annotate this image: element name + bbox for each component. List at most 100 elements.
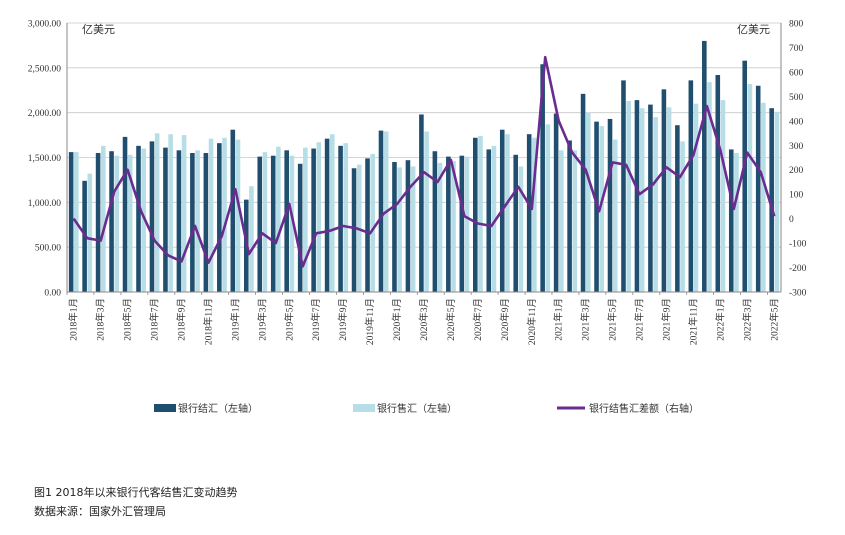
x-axis-tick-label: 2018年3月	[95, 298, 107, 341]
bar-bank-sales	[424, 131, 429, 292]
bar-bank-settlement	[419, 114, 424, 293]
bar-bank-settlement	[648, 104, 653, 292]
bar-bank-settlement	[513, 154, 519, 292]
x-axis-tick-label: 2019年5月	[283, 298, 295, 341]
x-axis-tick-label: 2019年9月	[337, 298, 349, 341]
bar-bank-sales	[249, 186, 254, 292]
bar-bank-sales	[141, 148, 146, 292]
bar-bank-settlement	[297, 163, 303, 292]
bar-bank-settlement	[607, 118, 613, 293]
right-axis-tick-label: 400	[789, 117, 804, 127]
bar-bank-sales	[437, 162, 443, 292]
left-axis-tick-label: 500.00	[35, 244, 61, 254]
bar-bank-sales	[518, 166, 524, 292]
bar-series	[68, 40, 780, 293]
bar-bank-sales	[316, 142, 322, 292]
bar-bank-sales	[680, 141, 685, 292]
bar-bank-settlement	[446, 156, 451, 292]
bar-bank-settlement	[176, 150, 182, 292]
x-axis-tick-label: 2020年3月	[418, 298, 430, 341]
x-axis-tick-label: 2018年11月	[202, 298, 214, 345]
chart: 0.00 500.00 1,000.00 1,500.00 2,000.00 2,500.…	[28, 20, 807, 416]
bar-bank-settlement	[338, 145, 343, 292]
bar-bank-settlement	[405, 160, 411, 292]
bar-bank-settlement	[621, 80, 626, 293]
bar-bank-settlement	[755, 85, 761, 293]
x-axis-tick-label: 2021年11月	[687, 298, 699, 345]
x-axis-tick-label: 2021年9月	[660, 298, 672, 341]
bar-bank-sales	[87, 173, 93, 292]
bar-bank-settlement	[459, 155, 465, 292]
bar-bank-sales	[208, 138, 214, 292]
bar-bank-settlement	[230, 129, 236, 292]
legend: 银行结汇（左轴） 银行售汇（左轴） 银行结售汇差额（右轴）	[154, 402, 699, 415]
bar-bank-sales	[734, 153, 739, 292]
bar-bank-sales	[761, 102, 766, 292]
bar-bank-sales	[720, 100, 726, 292]
x-axis-tick-label: 2020年1月	[391, 298, 403, 341]
bar-bank-sales	[532, 137, 537, 292]
x-axis-tick-label: 2018年7月	[149, 298, 161, 341]
x-axis-tick-label: 2020年7月	[472, 298, 484, 341]
bar-bank-settlement	[473, 137, 478, 292]
legend-swatch-bank-sales	[353, 404, 375, 412]
bar-bank-settlement	[486, 149, 492, 292]
bar-bank-settlement	[392, 161, 397, 292]
left-axis-tick-label: 1,000.00	[28, 199, 62, 209]
legend-label-bank-settlement: 银行结汇（左轴）	[178, 402, 258, 415]
x-axis-tick-label: 2022年3月	[741, 298, 753, 341]
x-axis-tick-label: 2020年11月	[526, 298, 538, 345]
bar-bank-sales	[262, 152, 268, 292]
bar-bank-settlement	[769, 108, 774, 292]
bar-bank-settlement	[203, 153, 209, 292]
bar-bank-settlement	[311, 148, 316, 292]
x-axis-tick-label: 2021年3月	[580, 298, 592, 341]
legend-item-bank-sales: 银行售汇（左轴）	[353, 402, 457, 415]
bar-bank-sales	[276, 146, 281, 292]
bar-bank-sales	[478, 135, 483, 292]
right-axis-tick-label: 0	[789, 215, 794, 225]
bar-bank-sales	[559, 150, 564, 292]
bar-bank-settlement	[553, 113, 559, 293]
bar-bank-sales	[181, 135, 187, 292]
bar-bank-sales	[100, 145, 106, 292]
bar-bank-sales	[370, 153, 375, 292]
bar-bank-sales	[329, 134, 335, 292]
right-axis-tick-label: 700	[789, 44, 804, 54]
x-axis-tick-label: 2019年11月	[364, 298, 376, 345]
right-axis-tick-label: -300	[789, 289, 807, 299]
bar-bank-settlement	[95, 153, 101, 292]
bar-bank-settlement	[217, 143, 222, 292]
left-axis-tick-label: 1,500.00	[28, 154, 62, 164]
x-axis-tick-label: 2020年9月	[499, 298, 511, 341]
bar-bank-sales	[114, 155, 120, 292]
bar-bank-settlement	[109, 151, 114, 292]
bar-bank-sales	[545, 124, 551, 292]
bar-bank-settlement	[270, 155, 276, 292]
bar-bank-sales	[707, 82, 712, 293]
x-axis-tick-label: 2021年5月	[607, 298, 619, 341]
bar-bank-settlement	[728, 149, 734, 292]
bar-bank-settlement	[68, 152, 74, 292]
bar-bank-settlement	[136, 145, 141, 292]
bar-bank-settlement	[675, 125, 680, 292]
legend-swatch-bank-settlement	[154, 404, 176, 412]
left-axis-tick-label: 0.00	[44, 289, 61, 299]
bar-bank-sales	[666, 107, 672, 292]
x-axis-tick-label: 2018年9月	[176, 298, 188, 341]
bar-bank-sales	[599, 126, 605, 292]
right-axis-tick-label: 100	[789, 191, 804, 201]
bar-bank-sales	[639, 108, 645, 292]
bar-bank-sales	[693, 103, 699, 292]
bar-bank-sales	[572, 150, 578, 292]
right-axis-tick-label: 500	[789, 93, 804, 103]
right-axis-tick-label: -100	[789, 240, 807, 250]
bar-bank-settlement	[122, 136, 128, 292]
bar-bank-sales	[195, 150, 200, 292]
bar-bank-settlement	[567, 140, 572, 292]
right-axis-tick-label: 800	[789, 20, 804, 30]
bar-bank-sales	[585, 112, 591, 293]
x-axis-tick-label: 2022年1月	[714, 298, 726, 341]
line-series	[72, 55, 776, 268]
right-axis-tick-label: 600	[789, 68, 804, 78]
